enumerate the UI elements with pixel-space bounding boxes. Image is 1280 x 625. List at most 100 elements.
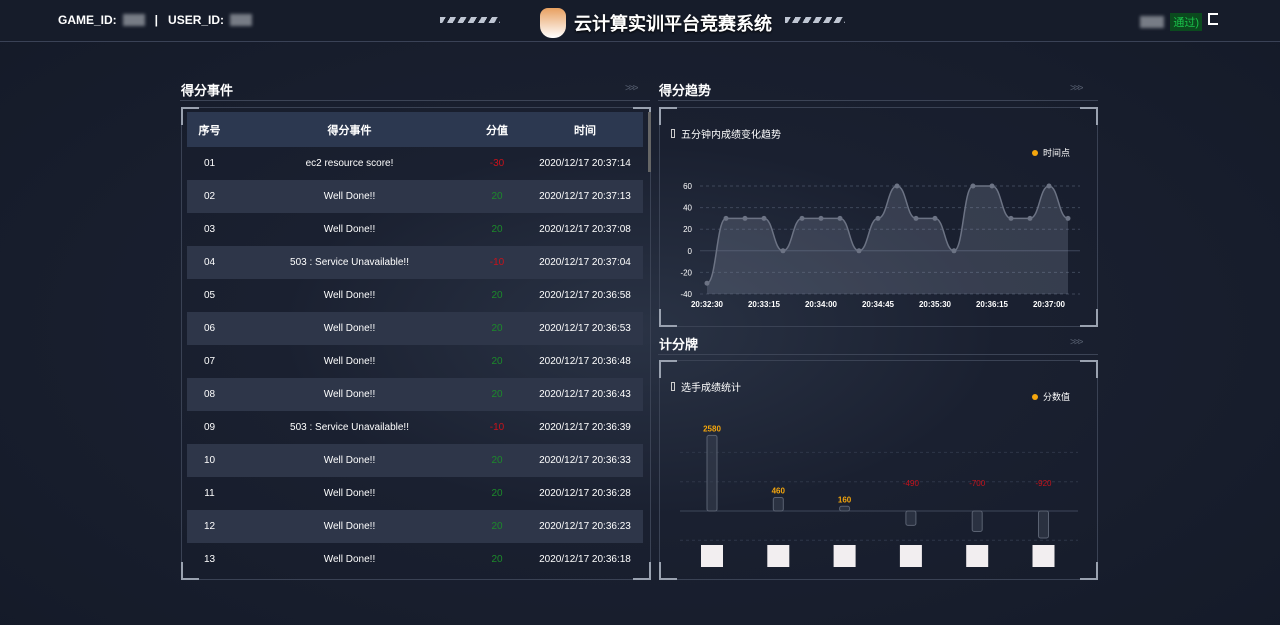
bar-value-label: 160 xyxy=(838,495,852,504)
row-event: Well Done!! xyxy=(323,521,376,532)
row-score: 20 xyxy=(491,290,503,301)
row-event: 503 : Service Unavailable!! xyxy=(290,257,409,268)
board-legend[interactable]: 分数值 xyxy=(1032,390,1070,403)
row-time: 2020/12/17 20:36:23 xyxy=(539,521,631,532)
row-time: 2020/12/17 20:37:08 xyxy=(539,224,631,235)
corner xyxy=(1080,107,1098,125)
row-no: 07 xyxy=(203,356,216,367)
trend-chart: -40 -20 0 20 40 60 20:32:30 20:33:15 20:34:00 20:… xyxy=(680,182,1080,309)
data-point xyxy=(913,215,919,221)
board-panel xyxy=(659,360,1098,580)
table-row[interactable]: 02 Well Done!! 20 2020/12/17 20:37:13 xyxy=(187,180,643,213)
table-row[interactable]: 11 Well Done!! 20 2020/12/17 20:36:28 xyxy=(187,477,643,510)
corner xyxy=(633,562,651,580)
corner xyxy=(1080,309,1098,327)
table-row[interactable]: 06 Well Done!! 20 2020/12/17 20:36:53 xyxy=(187,312,643,345)
row-time: 2020/12/17 20:36:33 xyxy=(539,455,631,466)
row-event: Well Done!! xyxy=(323,455,376,466)
bar xyxy=(839,505,851,512)
table-row[interactable]: 12 Well Done!! 20 2020/12/17 20:36:23 xyxy=(187,510,643,543)
table-row[interactable]: 13 Well Done!! 20 2020/12/17 20:36:18 xyxy=(187,543,643,576)
events-title: 得分事件 xyxy=(181,83,234,98)
data-point xyxy=(704,280,710,286)
row-time: 2020/12/17 20:37:13 xyxy=(539,191,631,202)
bar-icon xyxy=(671,129,675,138)
data-point xyxy=(799,215,805,221)
corner xyxy=(659,309,677,327)
data-point xyxy=(951,248,957,254)
bar-value-label: -700 xyxy=(969,479,986,488)
player-avatar xyxy=(701,545,723,567)
row-score: 20 xyxy=(491,356,503,367)
x-tick-label: 20:35:30 xyxy=(919,300,952,309)
row-no: 03 xyxy=(203,224,216,235)
x-tick-label: 20:34:00 xyxy=(805,300,838,309)
data-point xyxy=(932,215,938,221)
table-row[interactable]: 09 503 : Service Unavailable!! -10 2020/12/… xyxy=(187,411,643,444)
x-tick-label: 20:34:45 xyxy=(862,300,895,309)
table-row[interactable]: 04 503 : Service Unavailable!! -10 2020/12/… xyxy=(187,246,643,279)
board-title: 计分牌 xyxy=(659,337,699,352)
ids: GAME_ID: | USER_ID: xyxy=(58,13,253,27)
player-avatar xyxy=(899,545,922,567)
row-event: Well Done!! xyxy=(323,488,376,499)
trend-title: 得分趋势 xyxy=(659,83,712,98)
user-id-value xyxy=(230,14,253,26)
corner xyxy=(1080,562,1098,580)
table-row[interactable]: 05 Well Done!! 20 2020/12/17 20:36:58 xyxy=(187,279,643,312)
row-no: 01 xyxy=(203,158,216,169)
row-no: 13 xyxy=(203,554,216,565)
logout-icon[interactable] xyxy=(1208,13,1218,25)
row-time: 2020/12/17 20:36:58 xyxy=(539,290,631,301)
table-row[interactable]: 10 Well Done!! 20 2020/12/17 20:36:33 xyxy=(187,444,643,477)
y-tick-label: -40 xyxy=(680,290,692,299)
corner xyxy=(181,107,199,125)
table-row[interactable]: 07 Well Done!! 20 2020/12/17 20:36:48 xyxy=(187,345,643,378)
table-row[interactable]: 03 Well Done!! 20 2020/12/17 20:37:08 xyxy=(187,213,643,246)
row-event: Well Done!! xyxy=(323,389,376,400)
row-score: -10 xyxy=(489,422,505,433)
table-row[interactable]: 01 ec2 resource score! -30 2020/12/17 20:37… xyxy=(187,147,643,180)
top-bar: GAME_ID: | USER_ID: 云计算实训平台竞赛系统 通过) xyxy=(0,0,1280,42)
row-time: 2020/12/17 20:37:04 xyxy=(539,257,631,268)
row-score: 20 xyxy=(491,521,503,532)
data-point xyxy=(970,183,976,189)
player-avatar xyxy=(1032,545,1055,567)
bar xyxy=(971,510,983,533)
events-table: 序号 得分事件 分值 时间 01 ec2 resource score! -30 20… xyxy=(187,112,643,576)
row-time: 2020/12/17 20:36:53 xyxy=(539,323,631,334)
trend-legend[interactable]: 时间点 xyxy=(1032,146,1070,159)
decor-stripes xyxy=(785,17,845,23)
table-row[interactable]: 08 Well Done!! 20 2020/12/17 20:36:43 xyxy=(187,378,643,411)
area-fill xyxy=(707,186,1068,294)
row-no: 08 xyxy=(203,389,216,400)
col-header: 时间 xyxy=(574,124,596,137)
y-tick-label: -20 xyxy=(680,268,692,277)
user-info: 通过) xyxy=(1140,13,1202,31)
scrollbar[interactable] xyxy=(648,112,651,172)
divider xyxy=(658,354,1098,355)
x-tick-label: 20:37:00 xyxy=(1033,300,1066,309)
divider xyxy=(180,100,650,101)
row-score: -30 xyxy=(489,158,505,169)
row-score: 20 xyxy=(491,554,503,565)
player-avatar xyxy=(833,545,856,567)
x-tick-label: 20:32:30 xyxy=(691,300,724,309)
board-chart-title: 选手成绩统计 xyxy=(671,379,741,394)
data-point xyxy=(989,183,995,189)
data-point xyxy=(837,215,843,221)
bar-value-label: -920 xyxy=(1035,479,1052,488)
trend-chart-title: 五分钟内成绩变化趋势 xyxy=(671,126,781,141)
player-avatar xyxy=(767,545,790,567)
data-point xyxy=(856,248,862,254)
row-event: 503 : Service Unavailable!! xyxy=(290,422,409,433)
y-tick-label: 40 xyxy=(683,204,692,213)
bar xyxy=(905,510,917,526)
legend-dot-icon xyxy=(1032,393,1038,400)
y-tick-label: 0 xyxy=(688,247,693,256)
y-tick-label: 20 xyxy=(683,225,692,234)
row-no: 06 xyxy=(203,323,216,334)
row-event: Well Done!! xyxy=(323,290,376,301)
corner xyxy=(1080,360,1098,378)
data-point xyxy=(1046,183,1052,189)
